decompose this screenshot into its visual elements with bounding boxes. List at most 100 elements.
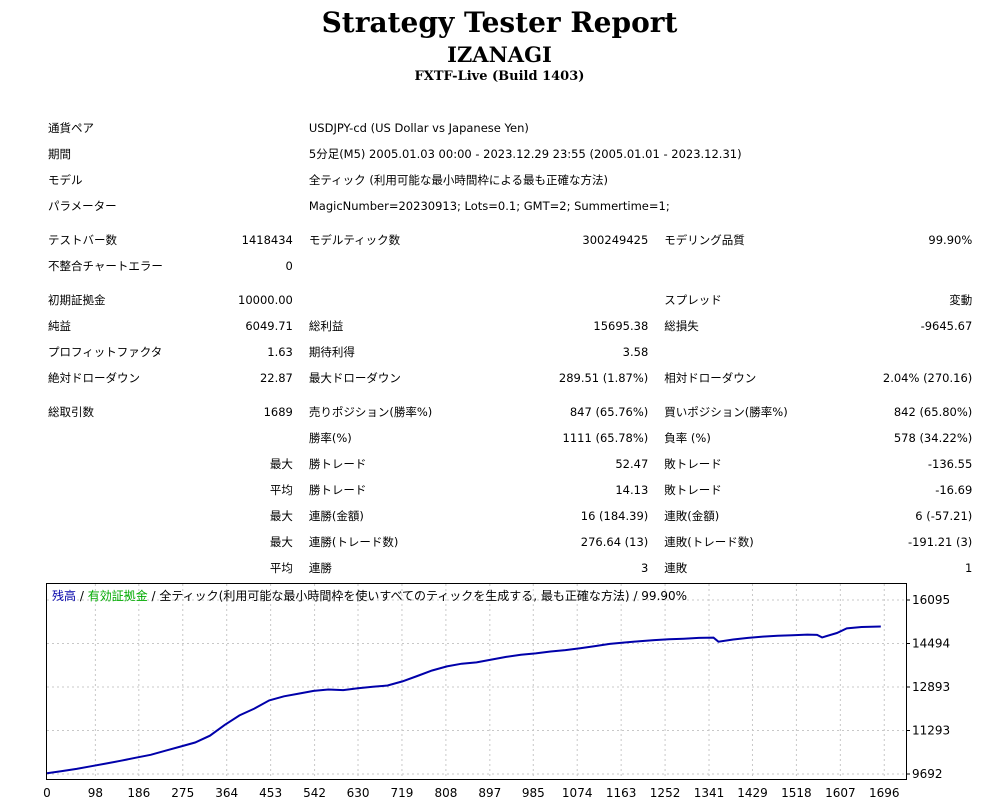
x-tick-label: 453 [259,786,282,800]
stat-qualifier: 最大 [269,457,293,471]
x-tick-label: 808 [434,786,457,800]
stat-value: 3.58 [622,345,649,359]
stat-label: 初期証拠金 [48,293,106,307]
y-tick-label: 14494 [912,637,950,651]
stat-value: 1689 [263,405,293,419]
x-tick-label: 364 [215,786,238,800]
stat-qualifier: 最大 [269,509,293,523]
stats-row-factor: プロフィットファクタ 1.63 期待利得 3.58 [40,339,980,365]
terminal-build: FXTF-Live (Build 1403) [414,69,585,84]
x-tick-label: 542 [303,786,326,800]
stat-qualifier: 平均 [269,561,293,575]
stat-label: 勝率(%) [308,431,352,445]
y-tick-label: 12893 [912,680,950,694]
stats-row-average: 平均 勝トレード 14.13 敗トレード -16.69 [40,477,980,503]
stat-label: 総損失 [664,319,699,333]
stat-label: 敗トレード [664,457,722,471]
x-tick-label: 630 [347,786,370,800]
stats-row-consecutive-count: 最大 連勝(トレード数) 276.64 (13) 連敗(トレード数) -191.… [40,529,980,555]
stat-value: -136.55 [927,457,973,471]
x-tick-label: 1074 [562,786,593,800]
stat-label: 売りポジション(勝率%) [308,405,433,419]
stat-label: 連敗(金額) [664,509,720,523]
settings-row-period: 期間 5分足(M5) 2005.01.03 00:00 - 2023.12.29… [40,141,980,167]
stat-value: 3 [640,561,649,575]
stats-row-consecutive-amount: 最大 連勝(金額) 16 (184.39) 連敗(金額) 6 (-57.21) [40,503,980,529]
stat-label: 負率 (%) [664,431,711,445]
stats-row-rates: 勝率(%) 1111 (65.78%) 負率 (%) 578 (34.22%) [40,425,980,451]
stat-label: スプレッド [664,293,722,307]
legend-balance: 残高 [52,588,76,603]
stat-value: 6 (-57.21) [915,509,973,523]
chart-legend: 残高 / 有効証拠金 / 全ティック(利用可能な最小時間枠を使いすべてのティック… [52,588,687,603]
legend-model: 全ティック(利用可能な最小時間枠を使いすべてのティックを生成する, 最も正確な方… [159,588,629,603]
setting-value: 5分足(M5) 2005.01.03 00:00 - 2023.12.29 23… [308,147,742,161]
settings-row-parameters: パラメーター MagicNumber=20230913; Lots=0.1; G… [40,193,980,219]
legend-separator: / [630,589,642,603]
stats-row-drawdown: 絶対ドローダウン 22.87 最大ドローダウン 289.51 (1.87%) 相… [40,365,980,391]
legend-separator: / [148,589,160,603]
setting-value: 全ティック (利用可能な最小時間枠による最も正確な方法) [308,173,608,187]
stat-label: 敗トレード [664,483,722,497]
stat-value: 578 (34.22%) [893,431,973,445]
x-tick-label: 1607 [825,786,856,800]
ea-name: IZANAGI [447,42,552,67]
stat-value: -16.69 [935,483,973,497]
stat-value: 276.64 (13) [580,535,649,549]
legend-quality: 99.90% [641,589,687,603]
y-tick-label: 16095 [912,593,950,607]
x-tick-label: 275 [171,786,194,800]
stat-value: 10000.00 [238,293,293,307]
setting-label: 期間 [48,147,71,161]
report-title: Strategy Tester Report [321,6,678,39]
stats-row-consecutive-average: 平均 連勝 3 連敗 1 [40,555,980,581]
stat-label: 絶対ドローダウン [48,371,140,385]
stat-label: 連勝 [308,561,332,575]
x-tick-label: 897 [478,786,501,800]
balance-chart: 残高 / 有効証拠金 / 全ティック(利用可能な最小時間枠を使いすべてのティック… [43,583,950,800]
stat-value: 16 (184.39) [580,509,649,523]
stat-label: 期待利得 [308,345,355,359]
stat-value: 847 (65.76%) [569,405,649,419]
stats-row-largest: 最大 勝トレード 52.47 敗トレード -136.55 [40,451,980,477]
stat-label: 総取引数 [48,405,94,419]
stat-label: テストバー数 [48,233,117,247]
stat-value: 300249425 [582,233,649,247]
x-tick-label: 98 [88,786,103,800]
x-tick-label: 1429 [737,786,768,800]
stat-value: 842 (65.80%) [893,405,973,419]
setting-label: パラメーター [48,199,117,213]
stat-value: -191.21 (3) [907,535,973,549]
balance-line [46,625,881,775]
stats-row-profit: 純益 6049.71 総利益 15695.38 総損失 -9645.67 [40,313,980,339]
stat-value: 22.87 [259,371,293,385]
stat-label: 連敗(トレード数) [664,535,754,549]
x-tick-label: 1252 [650,786,681,800]
stat-value: 99.90% [928,233,973,247]
stat-value: 1.63 [267,345,293,359]
setting-label: モデル [48,173,83,187]
stat-value: 1 [964,561,973,575]
stat-value: -9645.67 [920,319,973,333]
x-tick-label: 1341 [694,786,725,800]
y-tick-label: 9692 [912,767,943,781]
stat-value: 変動 [949,293,973,307]
setting-label: 通貨ペア [48,121,94,135]
stat-label: 勝トレード [308,483,367,497]
stat-label: 純益 [48,319,71,333]
stat-value: 2.04% (270.16) [882,371,973,385]
stat-label: 相対ドローダウン [664,371,757,385]
stats-row-errors: 不整合チャートエラー 0 [40,253,980,279]
settings-row-model: モデル 全ティック (利用可能な最小時間枠による最も正確な方法) [40,167,980,193]
grid [47,584,906,779]
x-tick-label: 0 [43,786,51,800]
setting-value: USDJPY-cd (US Dollar vs Japanese Yen) [308,121,529,135]
stat-value: 14.13 [615,483,649,497]
setting-value: MagicNumber=20230913; Lots=0.1; GMT=2; S… [308,199,670,213]
stats-row-trades: 総取引数 1689 売りポジション(勝率%) 847 (65.76%) 買いポジ… [40,399,980,425]
stat-label: 不整合チャートエラー [48,259,163,273]
stat-label: 最大ドローダウン [308,371,401,385]
x-tick-label: 1518 [781,786,812,800]
axis-ticks: 0 98 186 275 364 453 542 630 719 808 897 985 1074 116… [43,593,950,800]
stat-value: 289.51 (1.87%) [558,371,649,385]
